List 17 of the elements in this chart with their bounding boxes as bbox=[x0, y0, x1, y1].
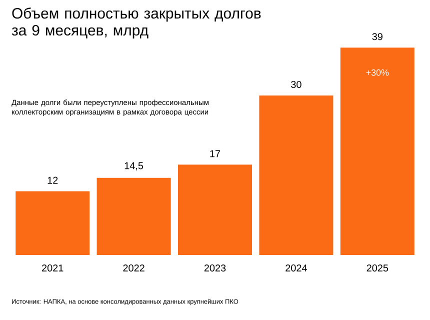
bar bbox=[178, 164, 252, 255]
data-label: 12 bbox=[48, 176, 58, 184]
annotation: +30% bbox=[366, 69, 389, 76]
x-tick-label: 2025 bbox=[366, 264, 388, 272]
x-tick-label: 2021 bbox=[42, 264, 64, 272]
x-tick-label: 2024 bbox=[286, 264, 307, 272]
bar bbox=[96, 178, 171, 255]
x-tick-label: 2022 bbox=[123, 264, 144, 272]
x-tick-label: 2023 bbox=[204, 264, 226, 272]
bar bbox=[340, 48, 414, 255]
bar bbox=[16, 191, 90, 255]
data-label: 17 bbox=[210, 150, 220, 158]
data-label: 39 bbox=[372, 33, 382, 40]
chart-title: Объем полностью закрытых долгов за 9 месяцев, млрд bbox=[12, 8, 261, 39]
bar bbox=[259, 96, 334, 255]
data-label: 14,5 bbox=[124, 162, 144, 170]
data-label: 30 bbox=[291, 80, 302, 88]
